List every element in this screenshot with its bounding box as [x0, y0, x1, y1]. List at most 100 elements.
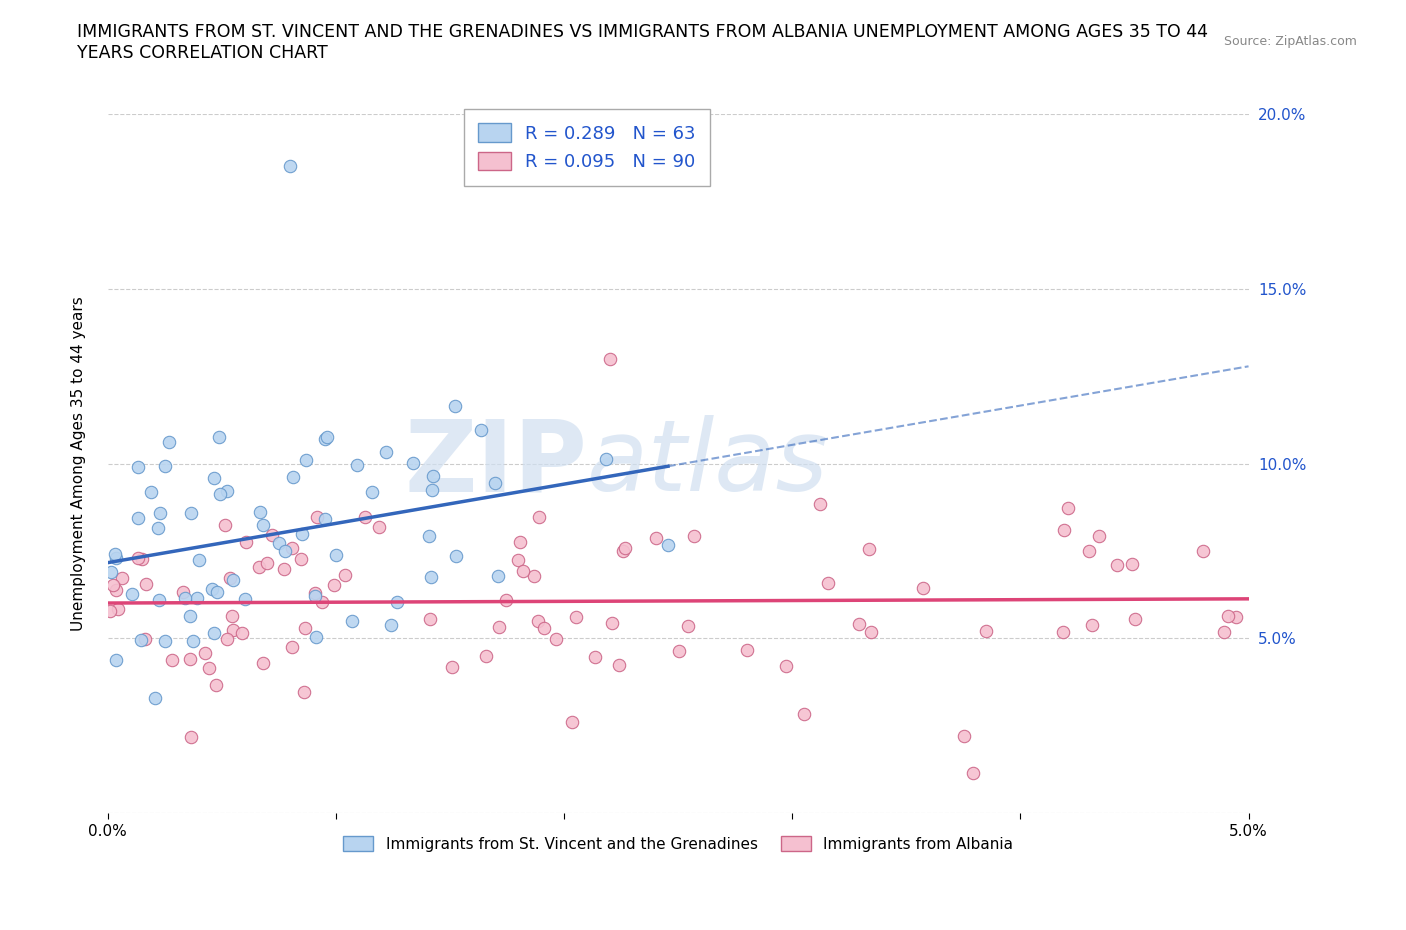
Point — [295, 453, 318, 468]
Point — [222, 573, 245, 588]
Point — [1053, 522, 1076, 537]
Text: ZIP: ZIP — [404, 415, 586, 512]
Point — [612, 543, 634, 558]
Point — [204, 471, 226, 485]
Point — [127, 460, 149, 475]
Point — [422, 469, 444, 484]
Point — [267, 536, 290, 551]
Point — [380, 618, 402, 632]
Point — [188, 552, 211, 567]
Point — [121, 587, 143, 602]
Point — [135, 577, 157, 591]
Legend: Immigrants from St. Vincent and the Grenadines, Immigrants from Albania: Immigrants from St. Vincent and the Gren… — [337, 830, 1019, 858]
Point — [1125, 612, 1147, 627]
Point — [153, 633, 176, 648]
Point — [101, 578, 124, 592]
Point — [281, 640, 304, 655]
Point — [335, 567, 357, 582]
Point — [325, 548, 347, 563]
Point — [953, 729, 976, 744]
Point — [217, 484, 239, 498]
Point — [252, 656, 274, 671]
Point — [440, 659, 463, 674]
Point — [311, 594, 333, 609]
Point — [249, 505, 271, 520]
Point — [859, 624, 882, 639]
Point — [387, 595, 409, 610]
Point — [131, 551, 153, 566]
Point — [217, 632, 239, 647]
Point — [100, 565, 122, 579]
Point — [304, 586, 326, 601]
Point — [488, 620, 510, 635]
Point — [683, 528, 706, 543]
Point — [495, 592, 517, 607]
Point — [657, 538, 679, 552]
Point — [107, 601, 129, 616]
Point — [367, 520, 389, 535]
Point — [668, 644, 690, 658]
Point — [179, 651, 201, 666]
Point — [644, 530, 666, 545]
Point — [179, 608, 201, 623]
Point — [233, 591, 256, 606]
Point — [1218, 608, 1240, 623]
Point — [180, 506, 202, 521]
Point — [808, 497, 831, 512]
Point — [202, 625, 225, 640]
Point — [533, 620, 555, 635]
Point — [104, 582, 127, 597]
Point — [314, 512, 336, 526]
Point — [160, 653, 183, 668]
Point — [346, 458, 368, 472]
Point — [848, 616, 870, 631]
Text: atlas: atlas — [586, 415, 828, 512]
Point — [127, 551, 149, 565]
Point — [134, 631, 156, 646]
Point — [256, 556, 278, 571]
Point — [208, 486, 231, 501]
Point — [235, 534, 257, 549]
Point — [194, 645, 217, 660]
Point — [1213, 625, 1236, 640]
Point — [512, 564, 534, 578]
Text: Source: ZipAtlas.com: Source: ZipAtlas.com — [1223, 35, 1357, 48]
Point — [600, 616, 623, 631]
Point — [484, 475, 506, 490]
Point — [607, 658, 630, 672]
Point — [419, 612, 441, 627]
Point — [1077, 543, 1099, 558]
Point — [281, 540, 304, 555]
Point — [260, 527, 283, 542]
Point — [565, 609, 588, 624]
Point — [153, 458, 176, 473]
Point — [205, 584, 228, 599]
Point — [509, 534, 531, 549]
Point — [342, 614, 364, 629]
Point — [315, 430, 337, 445]
Point — [149, 506, 172, 521]
Point — [274, 543, 297, 558]
Point — [486, 568, 509, 583]
Point — [172, 585, 194, 600]
Point — [181, 633, 204, 648]
Point — [222, 623, 245, 638]
Point — [104, 547, 127, 562]
Point — [1088, 528, 1111, 543]
Point — [104, 551, 127, 565]
Point — [974, 623, 997, 638]
Point — [186, 591, 208, 605]
Point — [292, 684, 315, 699]
Point — [912, 581, 935, 596]
Point — [323, 578, 346, 592]
Point — [962, 765, 984, 780]
Point — [735, 643, 758, 658]
Y-axis label: Unemployment Among Ages 35 to 44 years: Unemployment Among Ages 35 to 44 years — [72, 296, 86, 631]
Point — [98, 604, 121, 618]
Point — [561, 714, 583, 729]
Point — [508, 553, 530, 568]
Point — [1052, 624, 1074, 639]
Point — [546, 631, 568, 646]
Point — [214, 518, 236, 533]
Point — [527, 614, 550, 629]
